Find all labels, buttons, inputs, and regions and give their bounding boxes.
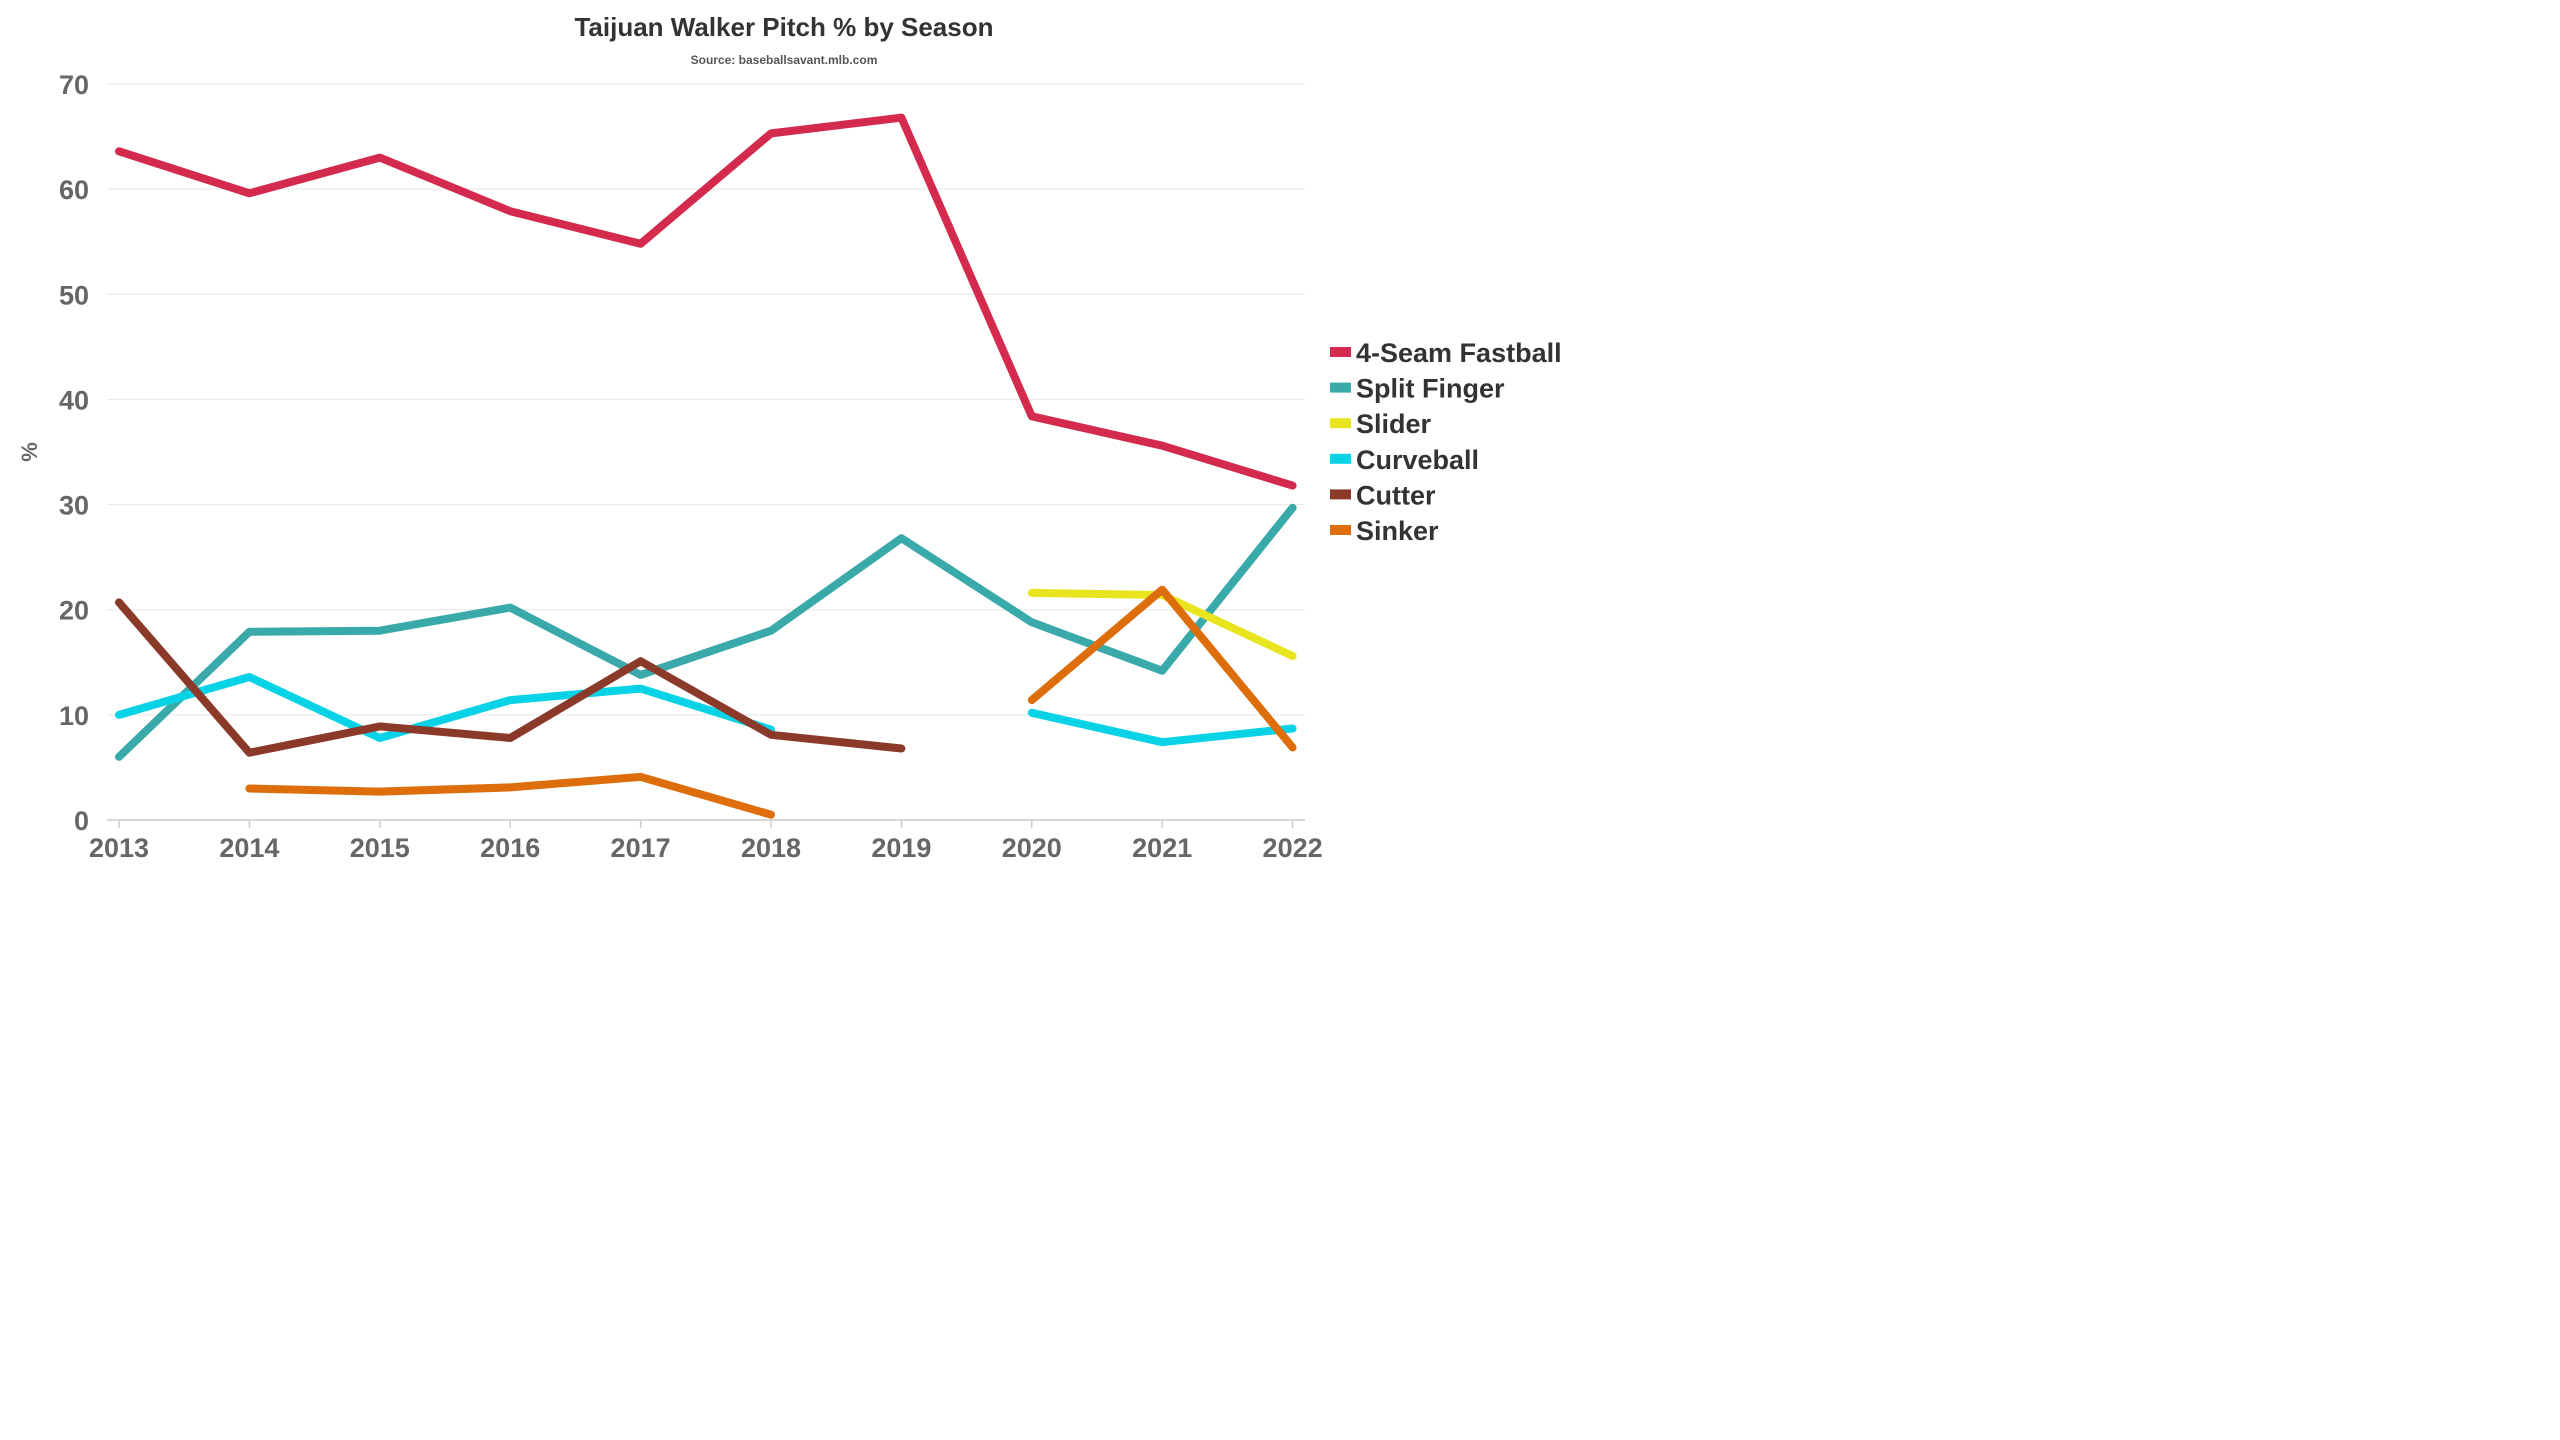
x-tick-label: 2019 [871, 833, 931, 863]
legend-swatch [1330, 453, 1351, 464]
legend-item: Slider [1330, 409, 1432, 439]
legend-label: Sinker [1356, 516, 1439, 546]
series-line [245, 772, 775, 819]
x-tick-label: 2015 [350, 833, 410, 863]
series-lines [115, 113, 1297, 819]
line-chart: Taijuan Walker Pitch % by Season Source:… [17, 12, 1560, 863]
y-tick-label: 70 [59, 70, 89, 100]
series-sinker [245, 585, 1297, 819]
x-tick-label: 2013 [89, 833, 149, 863]
series-line [115, 673, 775, 742]
y-axis-label: % [17, 442, 42, 462]
legend-item: Cutter [1330, 480, 1436, 510]
legend-item: Split Finger [1330, 374, 1505, 404]
series-line [1027, 585, 1297, 752]
legend: 4-Seam Fastball Split Finger Slider Curveba… [1330, 338, 1560, 546]
y-axis-ticks: 0 10 20 30 40 50 60 70 [59, 70, 89, 836]
y-tick-label: 0 [74, 806, 89, 836]
legend-label: Split Finger [1356, 374, 1505, 404]
x-tick-label: 2022 [1263, 833, 1323, 863]
legend-swatch [1330, 525, 1351, 535]
y-tick-label: 30 [59, 491, 89, 521]
x-tick-label: 2018 [741, 833, 801, 863]
y-tick-label: 60 [59, 175, 89, 205]
series-slider [1027, 588, 1297, 660]
legend-label: Curveball [1356, 445, 1479, 475]
legend-label: 4-Seam Fastball [1356, 338, 1560, 368]
x-tick-label: 2016 [480, 833, 540, 863]
y-tick-label: 40 [59, 385, 89, 415]
legend-label: Cutter [1356, 480, 1436, 510]
x-axis-ticks: 2013 2014 2015 2016 2017 2018 2019 2020 2021 2022 [89, 820, 1323, 863]
y-tick-label: 20 [59, 596, 89, 626]
y-tick-label: 10 [59, 701, 89, 731]
chart-title: Taijuan Walker Pitch % by Season [574, 12, 993, 42]
legend-swatch [1330, 382, 1351, 393]
series-line [1027, 708, 1297, 747]
legend-item: Sinker [1330, 516, 1439, 546]
legend-swatch [1330, 347, 1351, 357]
x-tick-label: 2014 [219, 833, 279, 863]
series-line [1027, 588, 1297, 660]
x-tick-label: 2017 [611, 833, 671, 863]
series-line [115, 598, 906, 757]
series-line [115, 113, 1297, 490]
x-tick-label: 2021 [1132, 833, 1192, 863]
y-tick-label: 50 [59, 280, 89, 310]
x-tick-label: 2020 [1002, 833, 1062, 863]
chart-subtitle: Source: baseballsavant.mlb.com [691, 53, 878, 67]
series-4-seam-fastball [115, 113, 1297, 490]
legend-swatch [1330, 418, 1351, 429]
legend-item: Curveball [1330, 445, 1479, 475]
series-curveball [115, 673, 1297, 747]
legend-item: 4-Seam Fastball [1330, 338, 1560, 368]
series-cutter [115, 598, 906, 757]
legend-label: Slider [1356, 409, 1432, 439]
legend-swatch [1330, 489, 1351, 500]
